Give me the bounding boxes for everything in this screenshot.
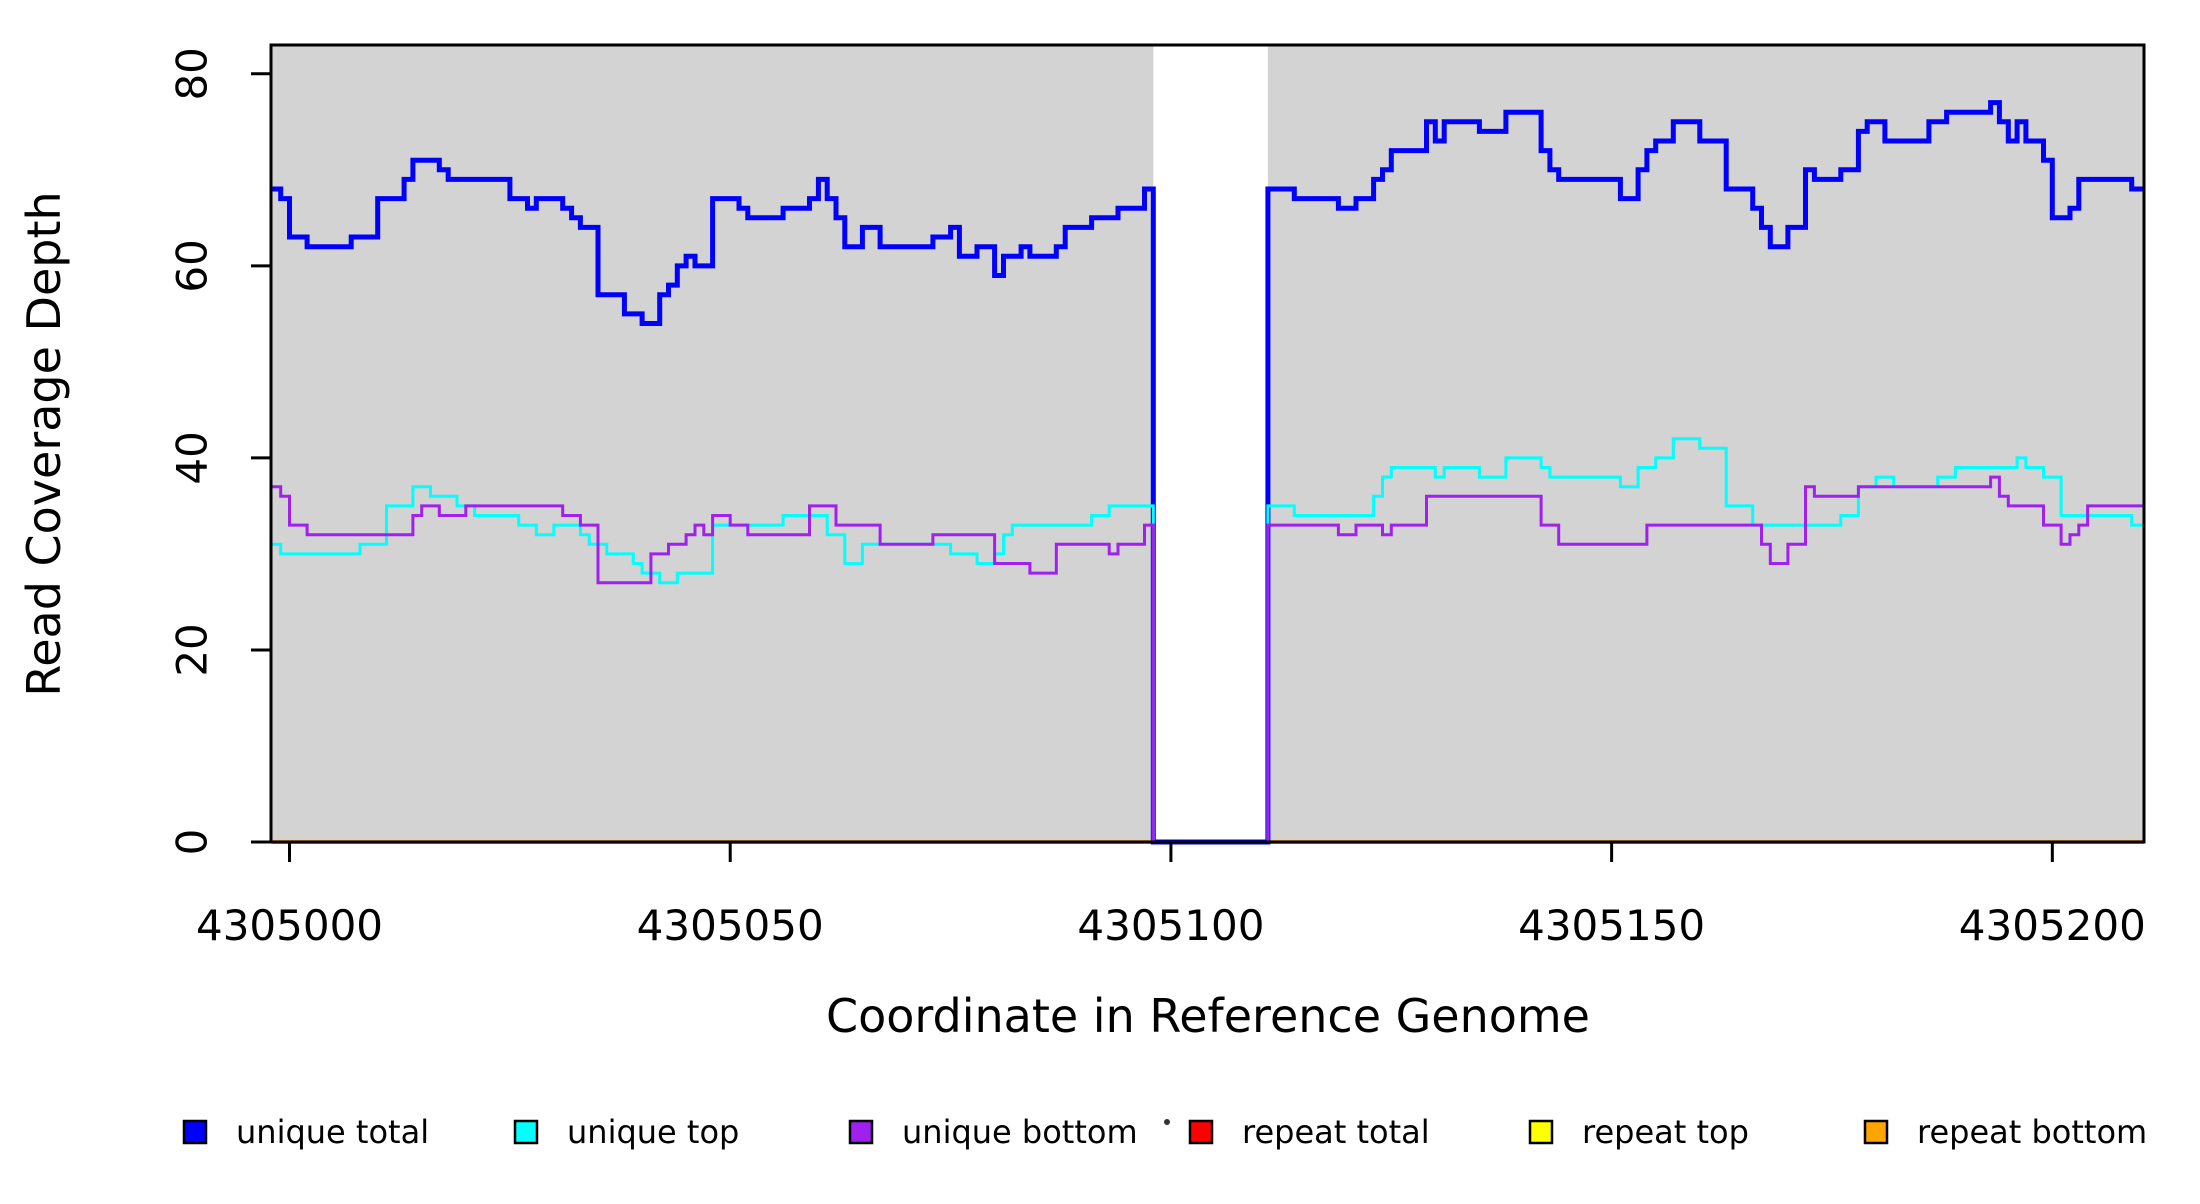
series-unique-bottom	[271, 475, 2144, 844]
x-tick-label: 4305150	[1518, 901, 1705, 950]
legend-swatch	[182, 1119, 208, 1145]
y-tick-label: 80	[168, 47, 217, 100]
legend-item-repeat-bottom: repeat bottom	[1863, 1113, 2147, 1151]
y-axis: 0 20 40 60 80	[168, 47, 271, 856]
legend-swatch	[848, 1119, 874, 1145]
legend-label: repeat bottom	[1917, 1113, 2147, 1151]
legend-item-repeat-total: repeat total	[1188, 1113, 1430, 1151]
x-tick-label: 4305050	[637, 901, 824, 950]
x-tick-label: 4305200	[1959, 901, 2146, 950]
shaded-region	[271, 45, 1154, 842]
legend-swatch	[1528, 1119, 1554, 1145]
legend-label: repeat top	[1582, 1113, 1749, 1151]
shaded-region	[1267, 45, 2144, 842]
x-axis-title: Coordinate in Reference Genome	[826, 989, 1590, 1043]
stray-mark	[1164, 1119, 1170, 1125]
legend-item-unique-top: unique top	[513, 1113, 739, 1151]
legend-swatch	[513, 1119, 539, 1145]
legend-label: unique bottom	[902, 1113, 1138, 1151]
legend-swatch	[1188, 1119, 1214, 1145]
y-tick-label: 40	[168, 431, 217, 484]
legend-label: unique top	[567, 1113, 739, 1151]
plot-border	[269, 43, 2146, 844]
plot-shaded-background	[271, 45, 2144, 842]
x-axis: 4305000 4305050 4305100 4305150 4305200	[196, 842, 2146, 950]
y-tick-label: 0	[168, 829, 217, 856]
x-tick-label: 4305100	[1077, 901, 1264, 950]
legend-label: unique total	[236, 1113, 429, 1151]
legend-item-unique-bottom: unique bottom	[848, 1113, 1138, 1151]
legend-swatch	[1863, 1119, 1889, 1145]
legend-item-unique-total: unique total	[182, 1113, 429, 1151]
legend: unique total unique top unique bottom repea…	[182, 1113, 2147, 1151]
y-axis-title: Read Coverage Depth	[17, 191, 71, 696]
y-tick-label: 60	[168, 239, 217, 292]
legend-label: repeat total	[1242, 1113, 1430, 1151]
legend-item-repeat-top: repeat top	[1528, 1113, 1749, 1151]
series-unique-total	[271, 100, 2144, 845]
y-tick-label: 20	[168, 623, 217, 676]
x-tick-label: 4305000	[196, 901, 383, 950]
